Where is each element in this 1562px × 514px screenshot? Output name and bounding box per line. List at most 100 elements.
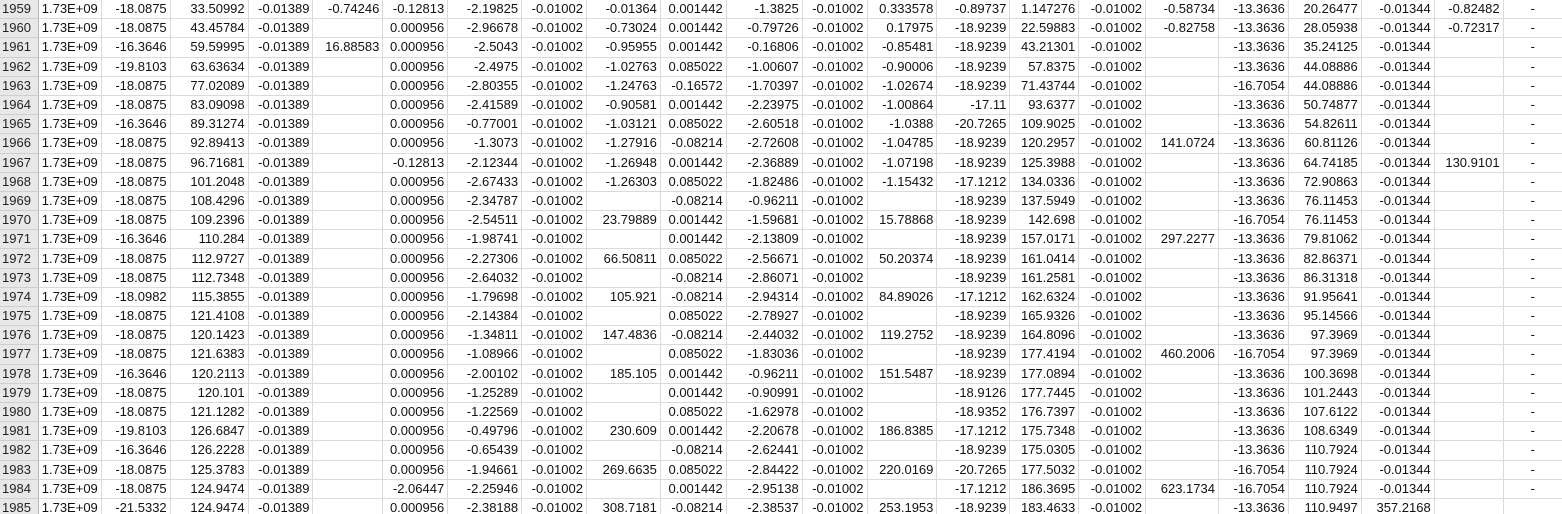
row-header[interactable]: 1981 — [0, 421, 39, 442]
cell-A1972[interactable]: 1.73E+09 — [38, 248, 102, 269]
cell-C1976[interactable]: 120.1423 — [170, 325, 249, 346]
cell-C1984[interactable]: 124.9474 — [170, 479, 249, 499]
cell-V1967[interactable]: - — [1503, 153, 1562, 173]
cell-C1960[interactable]: 43.45784 — [170, 18, 249, 39]
cell-C1966[interactable]: 92.89413 — [170, 133, 249, 154]
cell-E1973[interactable] — [312, 268, 384, 288]
cell-P1984[interactable]: -0.01002 — [1078, 479, 1147, 499]
cell-Q1983[interactable] — [1145, 460, 1219, 480]
cell-O1983[interactable]: 177.5032 — [1009, 460, 1080, 480]
cell-N1973[interactable]: -18.9239 — [936, 268, 1011, 288]
cell-E1961[interactable]: 16.88583 — [312, 37, 384, 58]
cell-A1965[interactable]: 1.73E+09 — [38, 114, 102, 135]
cell-U1984[interactable] — [1434, 479, 1504, 499]
cell-I1977[interactable] — [586, 344, 661, 365]
cell-V1962[interactable]: - — [1503, 57, 1562, 77]
cell-U1974[interactable] — [1434, 287, 1504, 308]
cell-A1980[interactable]: 1.73E+09 — [38, 402, 102, 423]
cell-Q1960[interactable]: -0.82758 — [1145, 18, 1219, 39]
cell-H1984[interactable]: -0.01002 — [521, 479, 587, 499]
cell-I1974[interactable]: 105.921 — [586, 287, 661, 308]
cell-G1980[interactable]: -1.22569 — [447, 402, 523, 423]
cell-O1965[interactable]: 109.9025 — [1009, 114, 1080, 135]
cell-D1959[interactable]: -0.01389 — [248, 0, 314, 20]
cell-H1985[interactable]: -0.01002 — [521, 498, 587, 514]
cell-I1960[interactable]: -0.73024 — [586, 18, 661, 39]
cell-V1982[interactable]: - — [1503, 440, 1562, 461]
cell-K1975[interactable]: -2.78927 — [726, 306, 803, 327]
cell-C1975[interactable]: 121.4108 — [170, 306, 249, 327]
cell-O1967[interactable]: 125.3988 — [1009, 153, 1080, 173]
cell-N1969[interactable]: -18.9239 — [936, 191, 1011, 212]
cell-F1974[interactable]: 0.000956 — [382, 287, 449, 308]
cell-J1979[interactable]: 0.001442 — [660, 383, 727, 403]
row-header[interactable]: 1985 — [0, 498, 39, 514]
cell-T1969[interactable]: -0.01344 — [1361, 191, 1435, 212]
cell-A1979[interactable]: 1.73E+09 — [38, 383, 102, 403]
row-header[interactable]: 1971 — [0, 229, 39, 250]
cell-T1964[interactable]: -0.01344 — [1361, 95, 1435, 116]
cell-K1969[interactable]: -0.96211 — [726, 191, 803, 212]
cell-K1980[interactable]: -1.62978 — [726, 402, 803, 423]
cell-L1980[interactable]: -0.01002 — [802, 402, 868, 423]
cell-O1984[interactable]: 186.3695 — [1009, 479, 1080, 499]
cell-L1984[interactable]: -0.01002 — [802, 479, 868, 499]
row-header[interactable]: 1975 — [0, 306, 39, 327]
cell-L1972[interactable]: -0.01002 — [802, 248, 868, 269]
cell-Q1978[interactable] — [1145, 364, 1219, 384]
cell-B1963[interactable]: -18.0875 — [101, 76, 171, 96]
cell-M1973[interactable] — [867, 268, 938, 288]
cell-O1969[interactable]: 137.5949 — [1009, 191, 1080, 212]
cell-B1981[interactable]: -19.8103 — [101, 421, 171, 442]
cell-R1980[interactable]: -13.3636 — [1218, 402, 1289, 423]
cell-J1971[interactable]: 0.001442 — [660, 229, 727, 250]
cell-K1979[interactable]: -0.90991 — [726, 383, 803, 403]
cell-J1959[interactable]: 0.001442 — [660, 0, 727, 20]
cell-S1982[interactable]: 110.7924 — [1288, 440, 1362, 461]
cell-P1979[interactable]: -0.01002 — [1078, 383, 1147, 403]
row-header[interactable]: 1984 — [0, 479, 39, 499]
cell-S1985[interactable]: 110.9497 — [1288, 498, 1362, 514]
cell-T1959[interactable]: -0.01344 — [1361, 0, 1435, 20]
cell-P1965[interactable]: -0.01002 — [1078, 114, 1147, 135]
cell-N1964[interactable]: -17.11 — [936, 95, 1011, 116]
cell-E1960[interactable] — [312, 18, 384, 39]
cell-P1975[interactable]: -0.01002 — [1078, 306, 1147, 327]
cell-I1966[interactable]: -1.27916 — [586, 133, 661, 154]
cell-V1972[interactable]: - — [1503, 248, 1562, 269]
cell-O1963[interactable]: 71.43744 — [1009, 76, 1080, 96]
cell-C1977[interactable]: 121.6383 — [170, 344, 249, 365]
cell-F1963[interactable]: 0.000956 — [382, 76, 449, 96]
cell-V1973[interactable]: - — [1503, 268, 1562, 288]
cell-F1961[interactable]: 0.000956 — [382, 37, 449, 58]
cell-Q1959[interactable]: -0.58734 — [1145, 0, 1219, 20]
cell-C1980[interactable]: 121.1282 — [170, 402, 249, 423]
cell-T1983[interactable]: -0.01344 — [1361, 460, 1435, 480]
row-header[interactable]: 1962 — [0, 57, 39, 77]
cell-U1983[interactable] — [1434, 460, 1504, 480]
cell-A1964[interactable]: 1.73E+09 — [38, 95, 102, 116]
cell-V1978[interactable]: - — [1503, 364, 1562, 384]
cell-C1964[interactable]: 83.09098 — [170, 95, 249, 116]
cell-N1975[interactable]: -18.9239 — [936, 306, 1011, 327]
cell-D1982[interactable]: -0.01389 — [248, 440, 314, 461]
cell-E1980[interactable] — [312, 402, 384, 423]
row-header[interactable]: 1983 — [0, 460, 39, 480]
cell-A1963[interactable]: 1.73E+09 — [38, 76, 102, 96]
cell-I1983[interactable]: 269.6635 — [586, 460, 661, 480]
cell-A1962[interactable]: 1.73E+09 — [38, 57, 102, 77]
cell-V1963[interactable]: - — [1503, 76, 1562, 96]
cell-F1964[interactable]: 0.000956 — [382, 95, 449, 116]
cell-E1966[interactable] — [312, 133, 384, 154]
cell-H1961[interactable]: -0.01002 — [521, 37, 587, 58]
row-header[interactable]: 1980 — [0, 402, 39, 423]
cell-J1966[interactable]: -0.08214 — [660, 133, 727, 154]
cell-L1963[interactable]: -0.01002 — [802, 76, 868, 96]
cell-B1979[interactable]: -18.0875 — [101, 383, 171, 403]
cell-G1976[interactable]: -1.34811 — [447, 325, 523, 346]
cell-R1972[interactable]: -13.3636 — [1218, 248, 1289, 269]
cell-L1978[interactable]: -0.01002 — [802, 364, 868, 384]
cell-N1966[interactable]: -18.9239 — [936, 133, 1011, 154]
cell-B1965[interactable]: -16.3646 — [101, 114, 171, 135]
cell-M1976[interactable]: 119.2752 — [867, 325, 938, 346]
